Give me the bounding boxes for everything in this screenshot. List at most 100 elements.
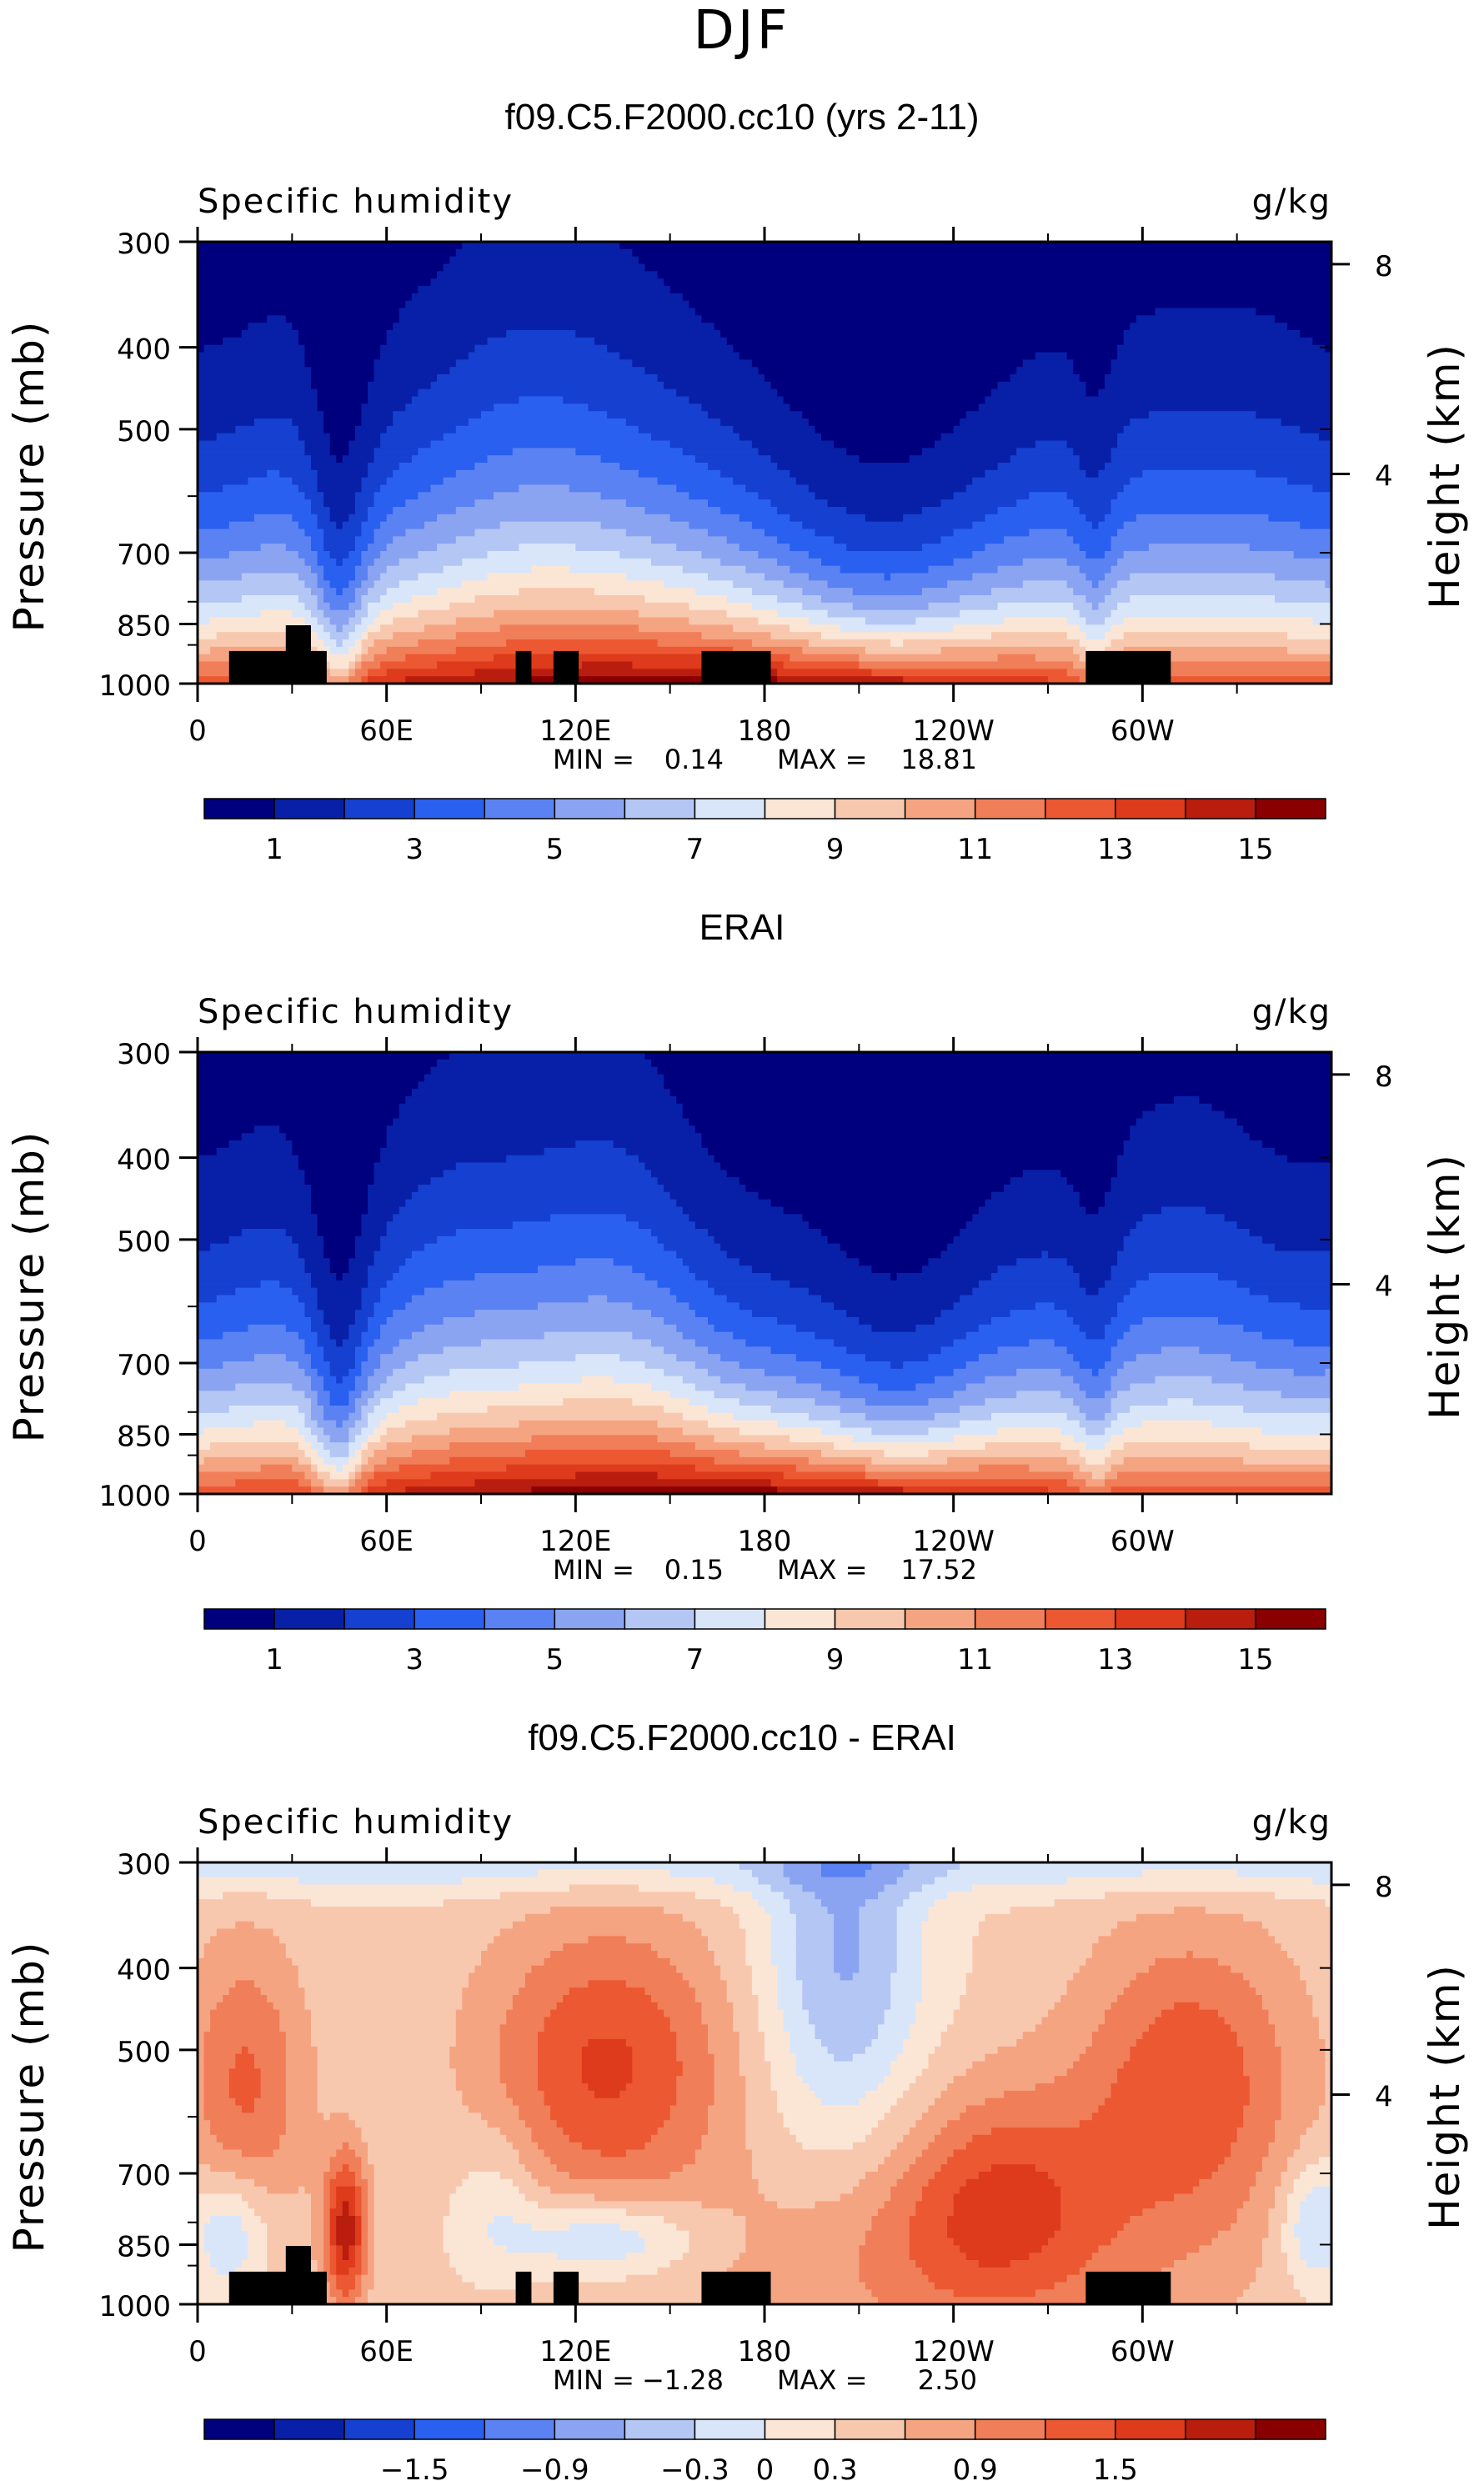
contour-cell bbox=[1281, 2098, 1326, 2107]
contour-cell bbox=[651, 1995, 696, 2003]
contour-cell bbox=[368, 1206, 400, 1215]
contour-cell bbox=[638, 1884, 734, 1892]
contour-cell bbox=[348, 1398, 356, 1406]
contour-cell bbox=[815, 1892, 879, 1900]
contour-cell bbox=[1249, 2098, 1282, 2107]
contour-cell bbox=[802, 588, 854, 596]
contour-cell bbox=[859, 1951, 898, 1959]
contour-cell bbox=[682, 1331, 734, 1341]
contour-cell bbox=[468, 419, 627, 427]
contour-cell bbox=[1312, 2120, 1332, 2128]
contour-cell bbox=[1281, 2178, 1295, 2188]
contour-cell bbox=[361, 1427, 375, 1436]
contour-cell bbox=[198, 433, 218, 442]
contour-cell bbox=[348, 1412, 363, 1421]
contour-cell bbox=[1066, 1877, 1313, 1886]
contour-cell bbox=[783, 2009, 810, 2018]
contour-cell bbox=[248, 2253, 268, 2261]
contour-cell bbox=[279, 2009, 312, 2018]
contour-cell bbox=[1300, 425, 1332, 434]
y-tick-label: 300 bbox=[117, 1848, 171, 1882]
contour-cell bbox=[354, 499, 375, 508]
contour-cell bbox=[884, 2009, 916, 2018]
contour-cell bbox=[1091, 2039, 1137, 2047]
contour-cell bbox=[1300, 2201, 1332, 2209]
contour-cell bbox=[323, 624, 337, 633]
contour-cell bbox=[235, 1287, 293, 1296]
contour-cell bbox=[733, 1412, 810, 1421]
contour-cell bbox=[953, 2289, 1036, 2298]
contour-cell bbox=[304, 440, 331, 449]
contour-cell bbox=[1048, 676, 1080, 684]
contour-cell bbox=[317, 1398, 331, 1406]
contour-cell bbox=[726, 1295, 822, 1303]
contour-cell bbox=[342, 588, 356, 596]
contour-cell bbox=[499, 1928, 703, 1937]
contour-cell bbox=[235, 1383, 293, 1391]
contour-cell bbox=[292, 323, 394, 331]
left-label: Specific humidity bbox=[198, 1803, 514, 1842]
contour-cell bbox=[985, 514, 1086, 523]
contour-cell bbox=[538, 1869, 671, 1878]
contour-cell bbox=[368, 1280, 388, 1289]
contour-cell bbox=[965, 2068, 1068, 2077]
contour-cell bbox=[354, 661, 363, 669]
stat-max-value: 2.50 bbox=[918, 2364, 977, 2396]
contour-cell bbox=[1325, 2061, 1332, 2069]
contour-cell bbox=[815, 1398, 866, 1406]
contour-cell bbox=[524, 1913, 684, 1922]
contour-cell bbox=[368, 624, 381, 633]
contour-cell bbox=[651, 1339, 696, 1347]
contour-cell bbox=[1060, 1427, 1086, 1436]
contour-cell bbox=[1281, 1943, 1332, 1952]
contour-cell bbox=[348, 617, 363, 625]
contour-cell bbox=[323, 544, 356, 552]
contour-cell bbox=[449, 1456, 715, 1466]
contour-cell bbox=[374, 2223, 444, 2232]
contour-cell bbox=[676, 2032, 709, 2040]
contour-cell bbox=[285, 2090, 318, 2099]
contour-cell bbox=[790, 1435, 854, 1443]
contour-cell bbox=[903, 1869, 948, 1878]
contour-cell bbox=[285, 2039, 312, 2047]
contour-cell bbox=[354, 1435, 368, 1443]
contour-cell bbox=[342, 624, 356, 633]
contour-cell bbox=[765, 529, 816, 537]
contour-cell bbox=[1167, 1398, 1194, 1406]
contour-cell bbox=[348, 669, 356, 677]
contour-cell bbox=[834, 536, 942, 544]
contour-cell bbox=[840, 1243, 948, 1252]
colorbar-box bbox=[414, 2418, 485, 2440]
contour-cell bbox=[354, 2260, 363, 2268]
contour-cell bbox=[342, 639, 356, 648]
contour-cell bbox=[241, 2216, 262, 2224]
contour-cell bbox=[588, 2083, 627, 2092]
contour-cell bbox=[361, 639, 375, 648]
contour-cell bbox=[223, 2142, 280, 2151]
contour-cell bbox=[638, 256, 1332, 265]
contour-cell bbox=[765, 573, 810, 581]
contour-cell bbox=[575, 1471, 659, 1480]
contour-cell bbox=[846, 448, 923, 456]
contour-cell bbox=[474, 2282, 533, 2290]
contour-cell bbox=[739, 2253, 860, 2261]
contour-cell bbox=[1035, 2164, 1219, 2173]
contour-cell bbox=[569, 484, 677, 493]
contour-cell bbox=[418, 1185, 664, 1193]
contour-cell bbox=[783, 2113, 885, 2121]
contour-cell bbox=[972, 2061, 1074, 2069]
contour-cell bbox=[443, 477, 659, 486]
contour-cell bbox=[317, 551, 331, 559]
contour-cell bbox=[1110, 1450, 1332, 1458]
contour-cell bbox=[292, 1235, 324, 1245]
contour-cell bbox=[745, 1936, 772, 1944]
contour-cell bbox=[1060, 1368, 1093, 1377]
y-tick-label: 1000 bbox=[98, 2290, 171, 2323]
contour-cell bbox=[1261, 2260, 1288, 2268]
contour-cell bbox=[374, 1162, 457, 1170]
contour-cell bbox=[411, 1251, 677, 1259]
contour-cell bbox=[304, 602, 318, 611]
contour-cell bbox=[758, 2017, 785, 2025]
contour-cell bbox=[1110, 448, 1332, 456]
